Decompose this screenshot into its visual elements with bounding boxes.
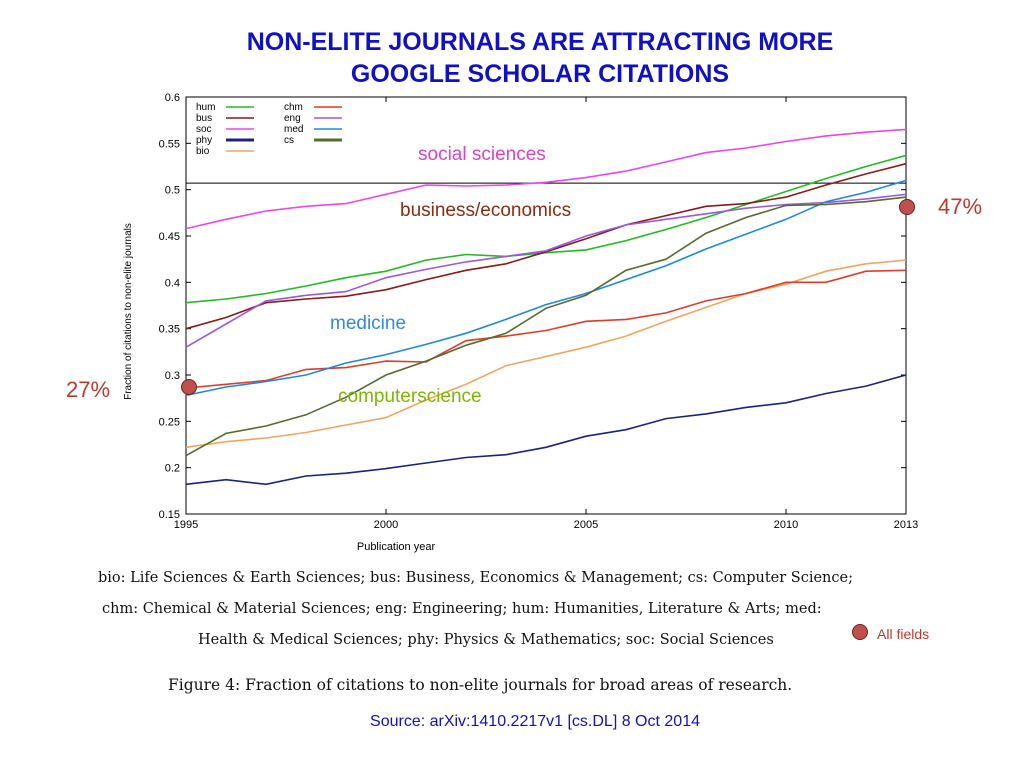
x-tick-label: 1995 — [174, 519, 198, 531]
y-tick-label: 0.45 — [159, 231, 180, 243]
legend-label-soc: soc — [196, 124, 212, 135]
all-fields-label: All fields — [877, 626, 930, 642]
title-line-1: NON-ELITE JOURNALS ARE ATTRACTING MORE — [246, 28, 834, 56]
x-tick-label: 2000 — [374, 519, 398, 531]
y-tick-label: 0.5 — [165, 185, 180, 197]
legend-label-chm: chm — [284, 102, 303, 113]
y-tick-label: 0.3 — [165, 370, 180, 382]
figure-caption: Figure 4: Fraction of citations to non-e… — [168, 676, 793, 694]
y-tick-label: 0.55 — [159, 138, 180, 150]
annotation-business: business/economics — [400, 200, 572, 221]
plot-frame — [185, 96, 907, 515]
legend-label-hum: hum — [196, 102, 215, 113]
legend-label-phy: phy — [196, 135, 212, 146]
y-tick-label: 0.15 — [159, 509, 180, 521]
series-line-hum — [185, 154, 907, 304]
annotation-computerscience: computerscience — [338, 386, 482, 407]
x-tick-label: 2010 — [774, 519, 798, 531]
series-line-soc — [185, 128, 907, 230]
legend-label-bus: bus — [196, 113, 212, 124]
x-tick-label: 2013 — [894, 519, 918, 531]
series-line-cs — [185, 196, 907, 457]
caption-line-3: Health & Medical Sciences; phy: Physics … — [198, 632, 774, 648]
marker-dot-start — [181, 379, 197, 395]
annotation-47-percent: 47% — [938, 194, 983, 219]
annotation-medicine: medicine — [330, 313, 407, 334]
legend-label-eng: eng — [284, 113, 301, 124]
caption-line-2: chm: Chemical & Material Sciences; eng: … — [102, 601, 822, 617]
legend-label-cs: cs — [284, 135, 294, 146]
x-tick-label: 2005 — [574, 519, 598, 531]
all-fields-marker-dot — [852, 624, 868, 640]
title-line-2: GOOGLE SCHOLAR CITATIONS — [350, 60, 730, 88]
legend-label-med: med — [284, 124, 303, 135]
source-citation: Source: arXiv:1410.2217v1 [cs.DL] 8 Oct … — [370, 713, 700, 730]
y-tick-label: 0.6 — [165, 92, 180, 104]
series-line-bio — [185, 259, 907, 449]
y-axis-label: Fraction of citations to non-elite journ… — [123, 223, 134, 400]
slide-title: NON-ELITE JOURNALS ARE ATTRACTING MORE G… — [0, 26, 1024, 90]
y-tick-label: 0.4 — [165, 277, 180, 289]
x-axis-label: Publication year — [357, 541, 436, 553]
y-tick-label: 0.35 — [159, 324, 180, 336]
series-line-phy — [185, 374, 907, 486]
series-line-chm — [185, 269, 907, 389]
series-line-eng — [185, 193, 907, 348]
y-tick-label: 0.25 — [159, 416, 180, 428]
annotation-social-sciences: social sciences — [418, 144, 546, 165]
marker-dot-end — [899, 199, 915, 215]
series-line-bus — [185, 162, 907, 330]
legend-label-bio: bio — [196, 146, 210, 157]
y-tick-label: 0.2 — [165, 463, 180, 475]
annotation-27-percent: 27% — [66, 377, 111, 402]
caption-line-1: bio: Life Sciences & Earth Sciences; bus… — [98, 570, 853, 586]
series-line-med — [185, 179, 907, 397]
